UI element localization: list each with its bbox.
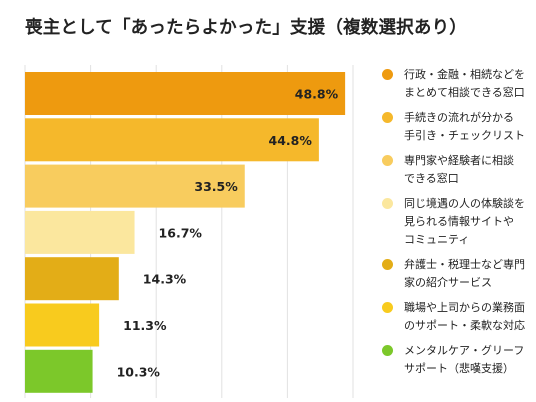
bar-label-1: 48.8% xyxy=(295,87,339,102)
legend-label: 手続きの流れが分かる 手引き・チェックリスト xyxy=(404,111,525,142)
legend-swatch xyxy=(382,345,393,356)
bar-label-4: 16.7% xyxy=(159,225,203,240)
bar-2 xyxy=(25,118,319,162)
legend-label: 弁護士・税理士など専門 家の紹介サービス xyxy=(404,258,525,289)
bar-label-2: 44.8% xyxy=(269,133,313,148)
bar-label-6: 11.3% xyxy=(123,318,167,333)
legend-label: 同じ境遇の人の体験談を 見られる情報サイトや コミュニティ xyxy=(404,197,525,246)
bar-7 xyxy=(25,349,93,393)
bar-4 xyxy=(25,210,135,254)
legend-label: 専門家や経験者に相談 できる窓口 xyxy=(404,154,514,185)
bar-label-3: 33.5% xyxy=(194,179,238,194)
legend-label: 職場や上司からの業務面 のサポート・柔軟な対応 xyxy=(404,301,525,332)
bar-6 xyxy=(25,303,100,347)
chart-title: 喪主として「あったらよかった」支援（複数選択あり） xyxy=(25,18,467,38)
legend-swatch xyxy=(382,155,393,166)
bar-1 xyxy=(25,72,346,115)
bar-label-7: 10.3% xyxy=(117,364,161,379)
legend-swatch xyxy=(382,198,393,209)
bar-label-5: 14.3% xyxy=(143,272,187,287)
legend-swatch xyxy=(382,302,393,313)
bar-5 xyxy=(25,257,119,301)
legend-swatch xyxy=(382,259,393,270)
legend-label: メンタルケア・グリーフ サポート（悲嘆支援） xyxy=(404,344,525,375)
legend-swatch xyxy=(382,112,393,123)
legend-swatch xyxy=(382,69,393,80)
bar-3 xyxy=(25,164,245,208)
legend-label: 行政・金融・相続などを まとめて相談できる窓口 xyxy=(404,68,525,99)
